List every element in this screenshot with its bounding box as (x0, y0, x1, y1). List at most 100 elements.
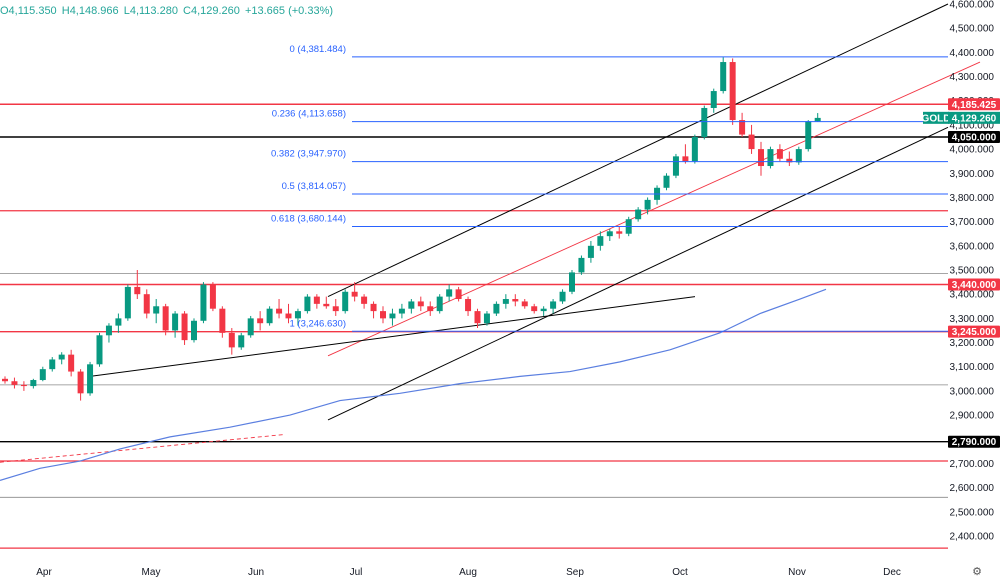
candle-body (550, 301, 557, 309)
x-tick-label: Dec (883, 567, 901, 578)
symbol-badge (923, 111, 949, 124)
candle-body (2, 378, 8, 382)
ohlc-header: O4,115.350 H4,148.966 L4,113.280 C4,129.… (0, 5, 335, 17)
x-tick-label: Jun (248, 567, 264, 578)
candle-body (370, 303, 377, 312)
candle-body (616, 231, 623, 234)
candle-body (266, 308, 273, 324)
fib-label-2: 0.382 (3,947.970) (271, 149, 346, 160)
y-tick-label: 2,600.000 (950, 483, 995, 494)
candle-body (11, 381, 18, 385)
candle-body (465, 299, 472, 312)
candle-body (748, 134, 755, 150)
candle-body (502, 299, 509, 304)
candle-body (200, 284, 207, 321)
y-tick-label: 3,200.000 (950, 338, 995, 349)
y-tick-label: 3,900.000 (950, 169, 995, 180)
y-tick-label: 3,100.000 (950, 362, 995, 373)
candle-body (58, 354, 65, 360)
candle-body (521, 301, 528, 307)
y-tick-label: 2,400.000 (950, 532, 995, 543)
candle-body (323, 303, 330, 307)
y-tick-label: 3,000.000 (950, 386, 995, 397)
y-tick-label: 3,700.000 (950, 217, 995, 228)
level-badge-4 (948, 435, 1000, 448)
y-tick-label: 3,400.000 (950, 290, 995, 301)
candle-body (559, 291, 566, 302)
channel-upper-line (327, 3, 949, 298)
candle-body (172, 313, 179, 331)
y-tick-label: 2,900.000 (950, 411, 995, 422)
level-badge-1 (948, 131, 1000, 143)
candle-body (105, 325, 112, 336)
moving-average-line (0, 288, 827, 481)
candle-body (49, 359, 56, 370)
candle-body (474, 311, 481, 324)
candle-body (124, 286, 131, 319)
candle-body (209, 284, 216, 309)
y-tick-label: 4,000.000 (950, 145, 995, 156)
candle-body (455, 289, 462, 300)
candle-body (729, 62, 736, 121)
last-price-badge (948, 111, 1000, 124)
y-tick-label: 4,400.000 (950, 48, 995, 59)
ohlc-close: C4,129.260 (183, 5, 240, 17)
y-tick-label: 3,600.000 (950, 241, 995, 252)
candle-body (786, 158, 793, 163)
candle-body (219, 308, 226, 333)
candle-body (767, 149, 774, 167)
candle-body (39, 369, 46, 381)
y-tick-label: 4,300.000 (950, 72, 995, 83)
y-tick-label: 4,500.000 (950, 24, 995, 35)
fib-label-3: 0.5 (3,814.057) (282, 181, 346, 192)
channel-lower-line (327, 126, 949, 421)
candle-body (332, 306, 339, 312)
symbol-badge-label: GOLD (922, 113, 951, 124)
candle-body (351, 291, 358, 297)
level-badge-label-0: 4,185.425 (952, 100, 997, 111)
dashed-trendline (0, 433, 286, 463)
candle-body (181, 313, 188, 341)
y-tick-label: 3,300.000 (950, 314, 995, 325)
candle-body (597, 236, 604, 246)
candle-body (294, 311, 301, 319)
candle-body (512, 299, 519, 302)
candle-body (247, 318, 254, 336)
x-tick-label: Apr (36, 567, 52, 578)
candle-body (682, 156, 689, 162)
y-tick-label: 3,800.000 (950, 193, 995, 204)
candle-body (238, 335, 245, 348)
candle-body (446, 289, 453, 297)
level-badge-label-1: 4,050.000 (952, 133, 997, 144)
candle-body (427, 306, 434, 312)
candle-body (276, 308, 283, 314)
candle-body (776, 149, 783, 159)
candle-body (408, 301, 415, 309)
candle-body (483, 313, 490, 324)
candle-body (635, 209, 642, 220)
candle-body (361, 296, 368, 304)
y-tick-label: 4,600.000 (950, 0, 995, 11)
last-price-label: 4,129.260 (952, 113, 997, 124)
candle-body (389, 313, 396, 319)
level-badge-label-3: 3,245.000 (952, 327, 997, 338)
fib-label-4: 0.618 (3,680.144) (271, 213, 346, 224)
candle-body (134, 286, 141, 295)
candle-body (436, 296, 443, 312)
gear-icon[interactable]: ⚙ (972, 566, 982, 578)
fib-label-1: 0.236 (4,113.658) (272, 109, 346, 120)
y-tick-label: 3,500.000 (950, 266, 995, 277)
candle-body (587, 245, 594, 258)
candle-body (380, 311, 386, 319)
level-badge-2 (948, 278, 1000, 291)
candle-body (805, 121, 812, 150)
ohlc-change: +13.665 (+0.33%) (244, 5, 334, 17)
x-tick-label: Oct (672, 567, 688, 578)
ohlc-low: L4,113.280 (123, 5, 178, 17)
channel-mid-line (327, 61, 981, 357)
candle-body (153, 306, 160, 314)
candle-body (758, 149, 764, 167)
support-trendline (89, 296, 696, 377)
fib-label-0: 0 (4,381.484) (289, 44, 346, 55)
